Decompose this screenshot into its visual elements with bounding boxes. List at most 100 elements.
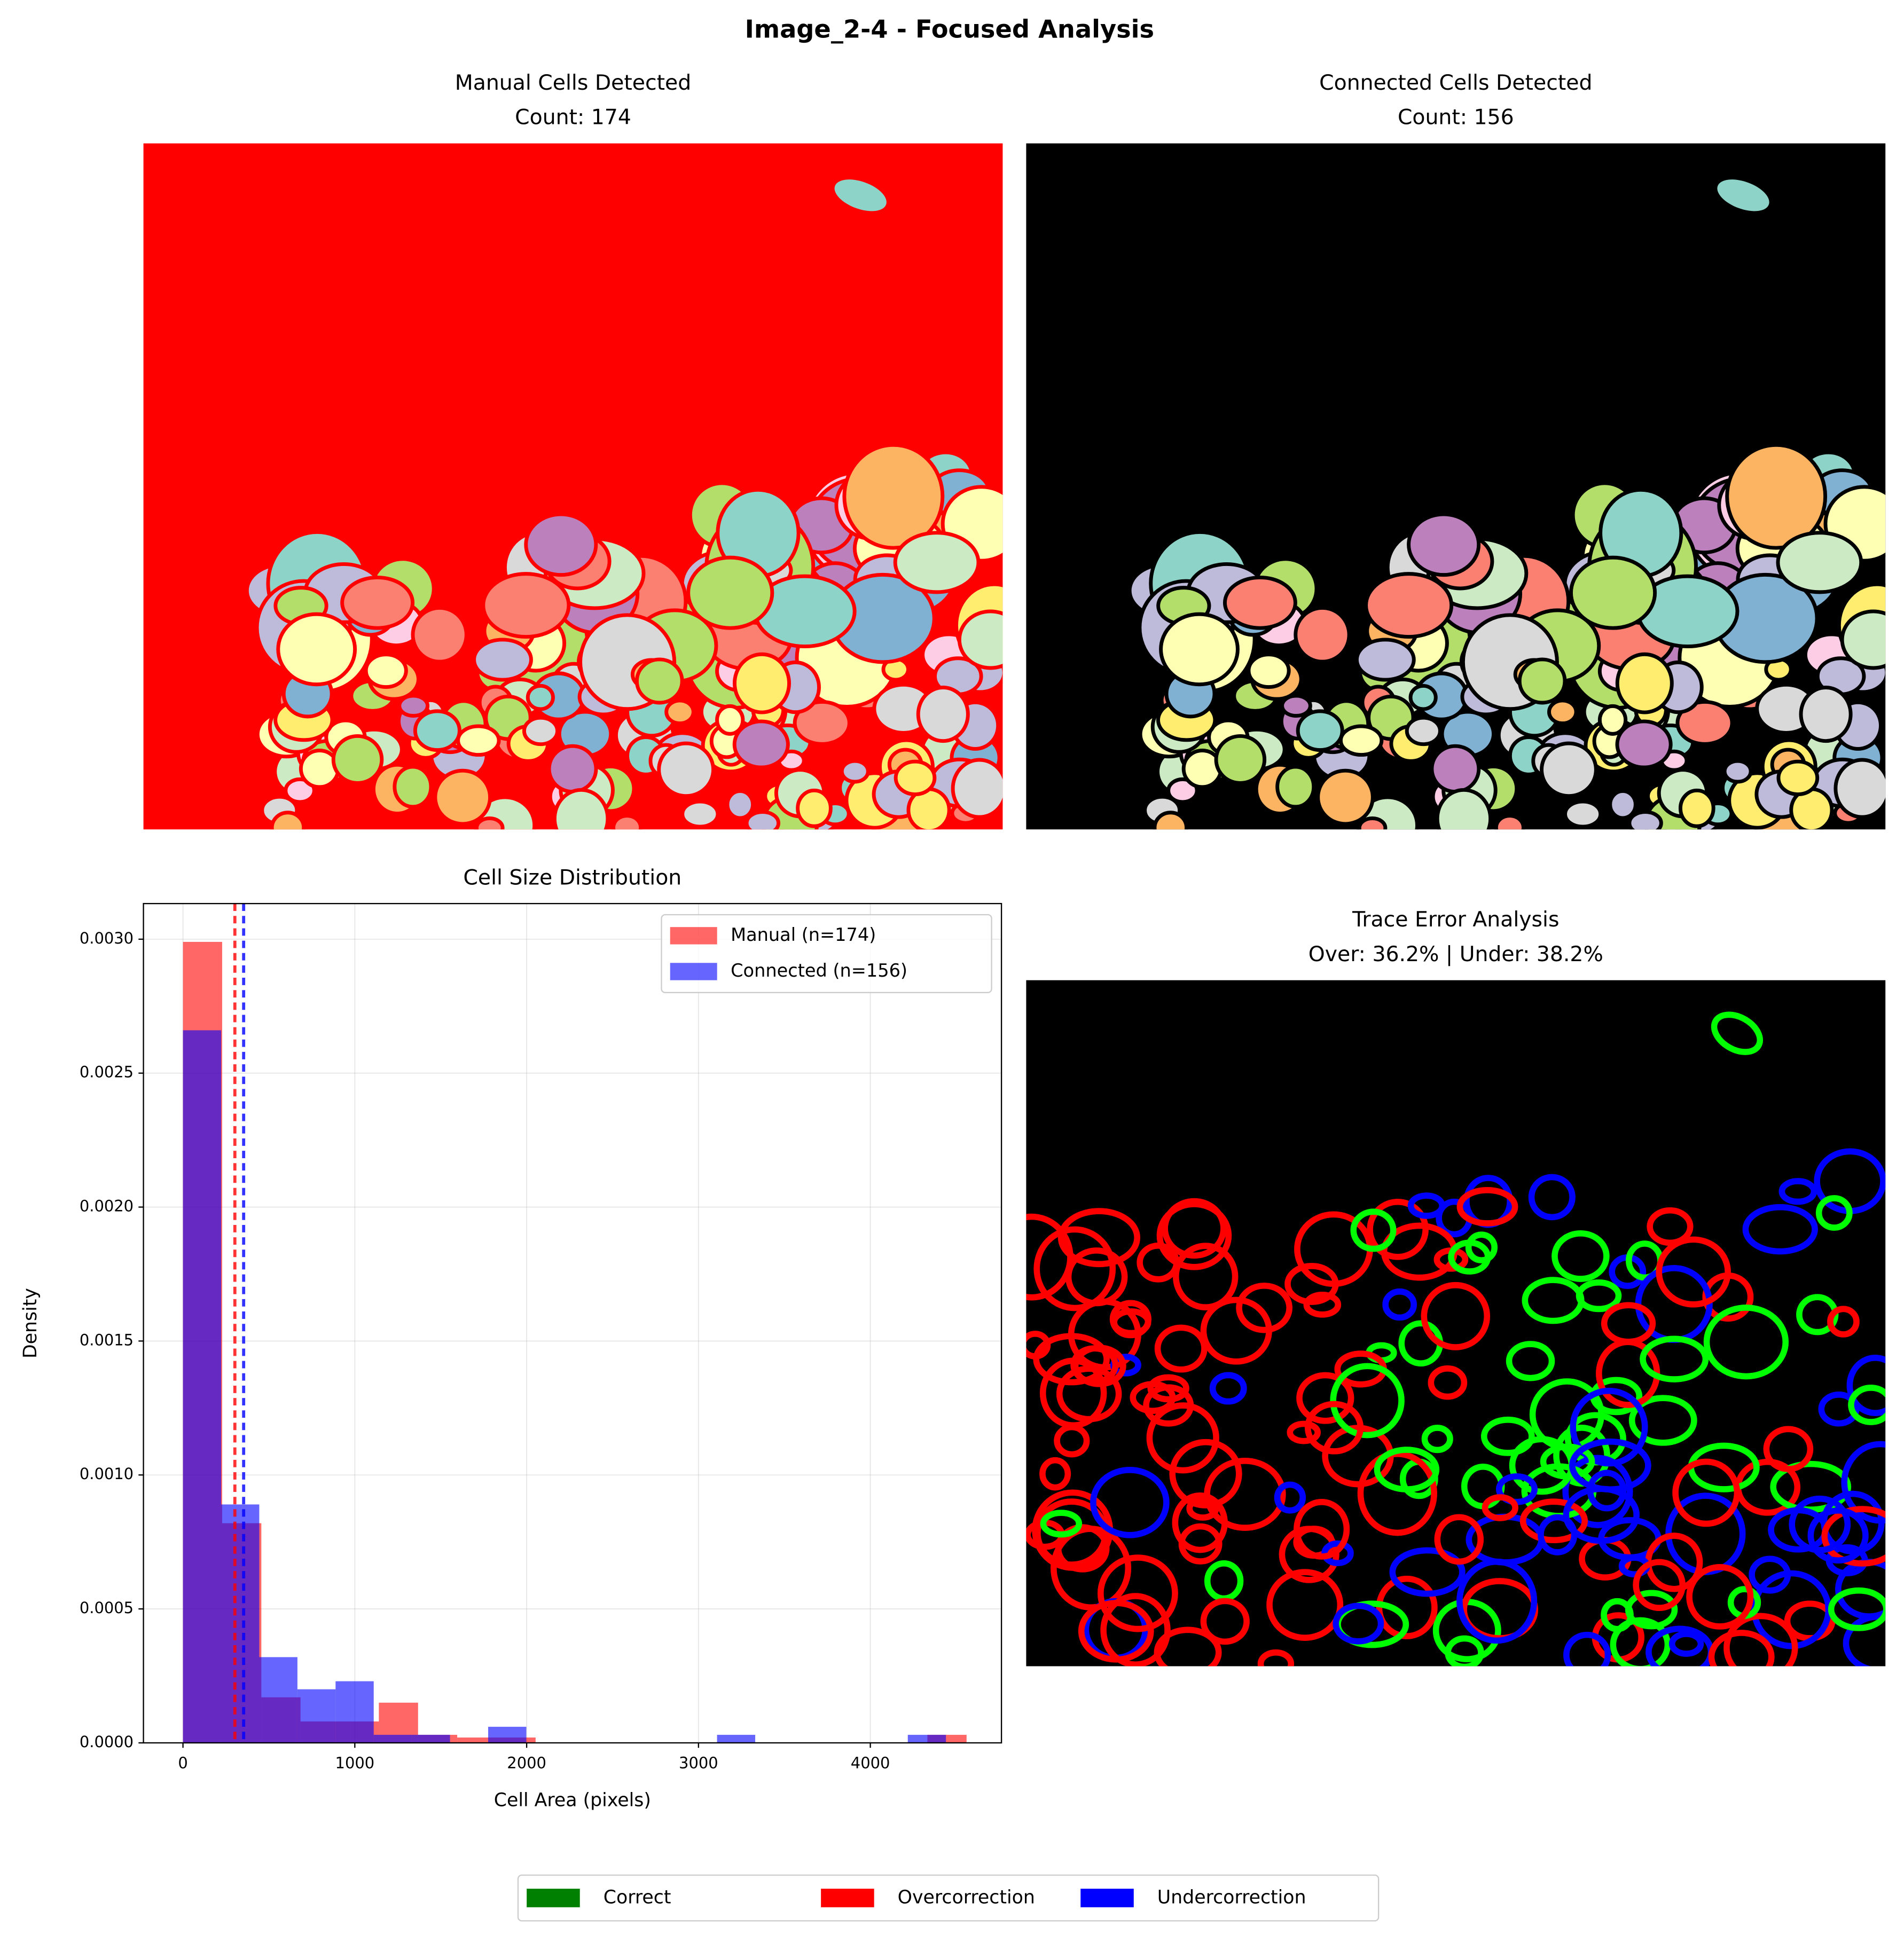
- trace: [1846, 1355, 1886, 1416]
- image: [1026, 980, 1886, 1667]
- trace: [1109, 1300, 1151, 1339]
- trace: [1821, 1506, 1886, 1567]
- trace: [1495, 1473, 1538, 1505]
- trace: [1562, 1455, 1633, 1528]
- trace: [1236, 1283, 1292, 1333]
- trace: [1456, 1558, 1538, 1644]
- trace: [1274, 1481, 1306, 1514]
- cell: [1569, 555, 1657, 630]
- cell: [1357, 816, 1388, 830]
- cell: [796, 788, 833, 828]
- cell: [481, 572, 571, 639]
- cell: [1166, 777, 1199, 804]
- trace: [1033, 1333, 1110, 1386]
- trace: [1147, 1374, 1189, 1403]
- cell: [1725, 443, 1828, 550]
- trace: [1039, 1457, 1071, 1491]
- trace: [1162, 1198, 1227, 1259]
- plot-area: [183, 903, 967, 1743]
- cell: [893, 531, 981, 594]
- cell: [552, 788, 610, 830]
- axis-title: Cell Size Distribution: [463, 865, 681, 890]
- y-tick-label: 0.0005: [80, 1599, 134, 1617]
- cell: [1247, 653, 1291, 689]
- panel-title: Over: 36.2% | Under: 38.2%: [1308, 942, 1603, 966]
- trace: [1421, 1282, 1491, 1350]
- trace: [1827, 1306, 1860, 1338]
- legend-swatch: [670, 963, 717, 980]
- axes-frame: [143, 902, 1002, 1744]
- panel-title: Trace Error Analysis: [1352, 907, 1559, 932]
- trace: [1647, 1207, 1694, 1246]
- cell: [725, 789, 755, 820]
- bar: [297, 1689, 336, 1743]
- cell: [1494, 814, 1525, 830]
- trace: [1257, 1649, 1295, 1667]
- trace: [1100, 1593, 1171, 1667]
- trace: [1057, 1208, 1140, 1268]
- cell: [1223, 575, 1297, 630]
- cell: [522, 716, 560, 746]
- legend-box: [661, 914, 992, 993]
- trace: [1778, 1178, 1817, 1205]
- legend-swatch: [670, 927, 717, 945]
- trace: [1054, 1424, 1090, 1458]
- trace: [1656, 1236, 1731, 1308]
- trace: [1672, 1458, 1741, 1527]
- legend-swatch: [821, 1889, 874, 1907]
- cell: [686, 555, 774, 630]
- trace: [1367, 1198, 1429, 1260]
- trace: [1266, 1569, 1344, 1641]
- cell: [1678, 788, 1715, 828]
- trace: [1445, 1635, 1484, 1667]
- trace: [1703, 1305, 1789, 1380]
- legend-label: Connected (n=156): [731, 960, 907, 981]
- cell: [1540, 741, 1598, 798]
- bar: [457, 1737, 497, 1743]
- cell: [1722, 759, 1753, 784]
- y-tick-label: 0.0030: [80, 929, 134, 947]
- bar: [373, 1734, 412, 1743]
- cell: [524, 512, 598, 577]
- trace: [1304, 1401, 1364, 1455]
- cell: [842, 443, 945, 550]
- trace: [1376, 1575, 1438, 1639]
- trace: [1576, 1279, 1622, 1313]
- y-tick-label: 0.0000: [80, 1733, 134, 1751]
- trace: [1303, 1292, 1342, 1318]
- cell: [1214, 734, 1267, 785]
- cell: [547, 744, 598, 794]
- cell: [1563, 799, 1603, 829]
- cell: [474, 816, 505, 830]
- cell: [270, 811, 306, 830]
- cell: [413, 709, 461, 752]
- image-content: [1026, 1011, 1886, 1667]
- trace: [1357, 1451, 1437, 1536]
- cell: [1316, 768, 1375, 826]
- cell: [894, 759, 937, 797]
- trace: [1482, 1494, 1518, 1521]
- legend-label: Undercorrection: [1157, 1887, 1306, 1908]
- cell: [1615, 719, 1673, 769]
- cell: [1408, 683, 1438, 711]
- figure-title: Image_2-4 - Focused Analysis: [745, 14, 1154, 43]
- cell: [834, 179, 887, 211]
- cell: [916, 686, 970, 743]
- trace: [1815, 1195, 1853, 1231]
- trace: [1098, 1554, 1178, 1632]
- cell: [1296, 709, 1344, 752]
- trace: [1169, 1439, 1242, 1508]
- trace: [1421, 1425, 1453, 1453]
- cell: [456, 724, 501, 757]
- y-tick-label: 0.0010: [80, 1465, 134, 1483]
- cell: [472, 638, 533, 682]
- cell: [526, 683, 555, 711]
- cell: [732, 652, 792, 714]
- panel-title: Connected Cells Detected: [1319, 70, 1592, 95]
- y-tick-label: 0.0025: [80, 1063, 134, 1081]
- cell: [1675, 700, 1734, 746]
- trace: [1552, 1230, 1610, 1282]
- trace: [1640, 1335, 1709, 1382]
- trace: [1130, 1381, 1176, 1414]
- trace: [1807, 1507, 1869, 1564]
